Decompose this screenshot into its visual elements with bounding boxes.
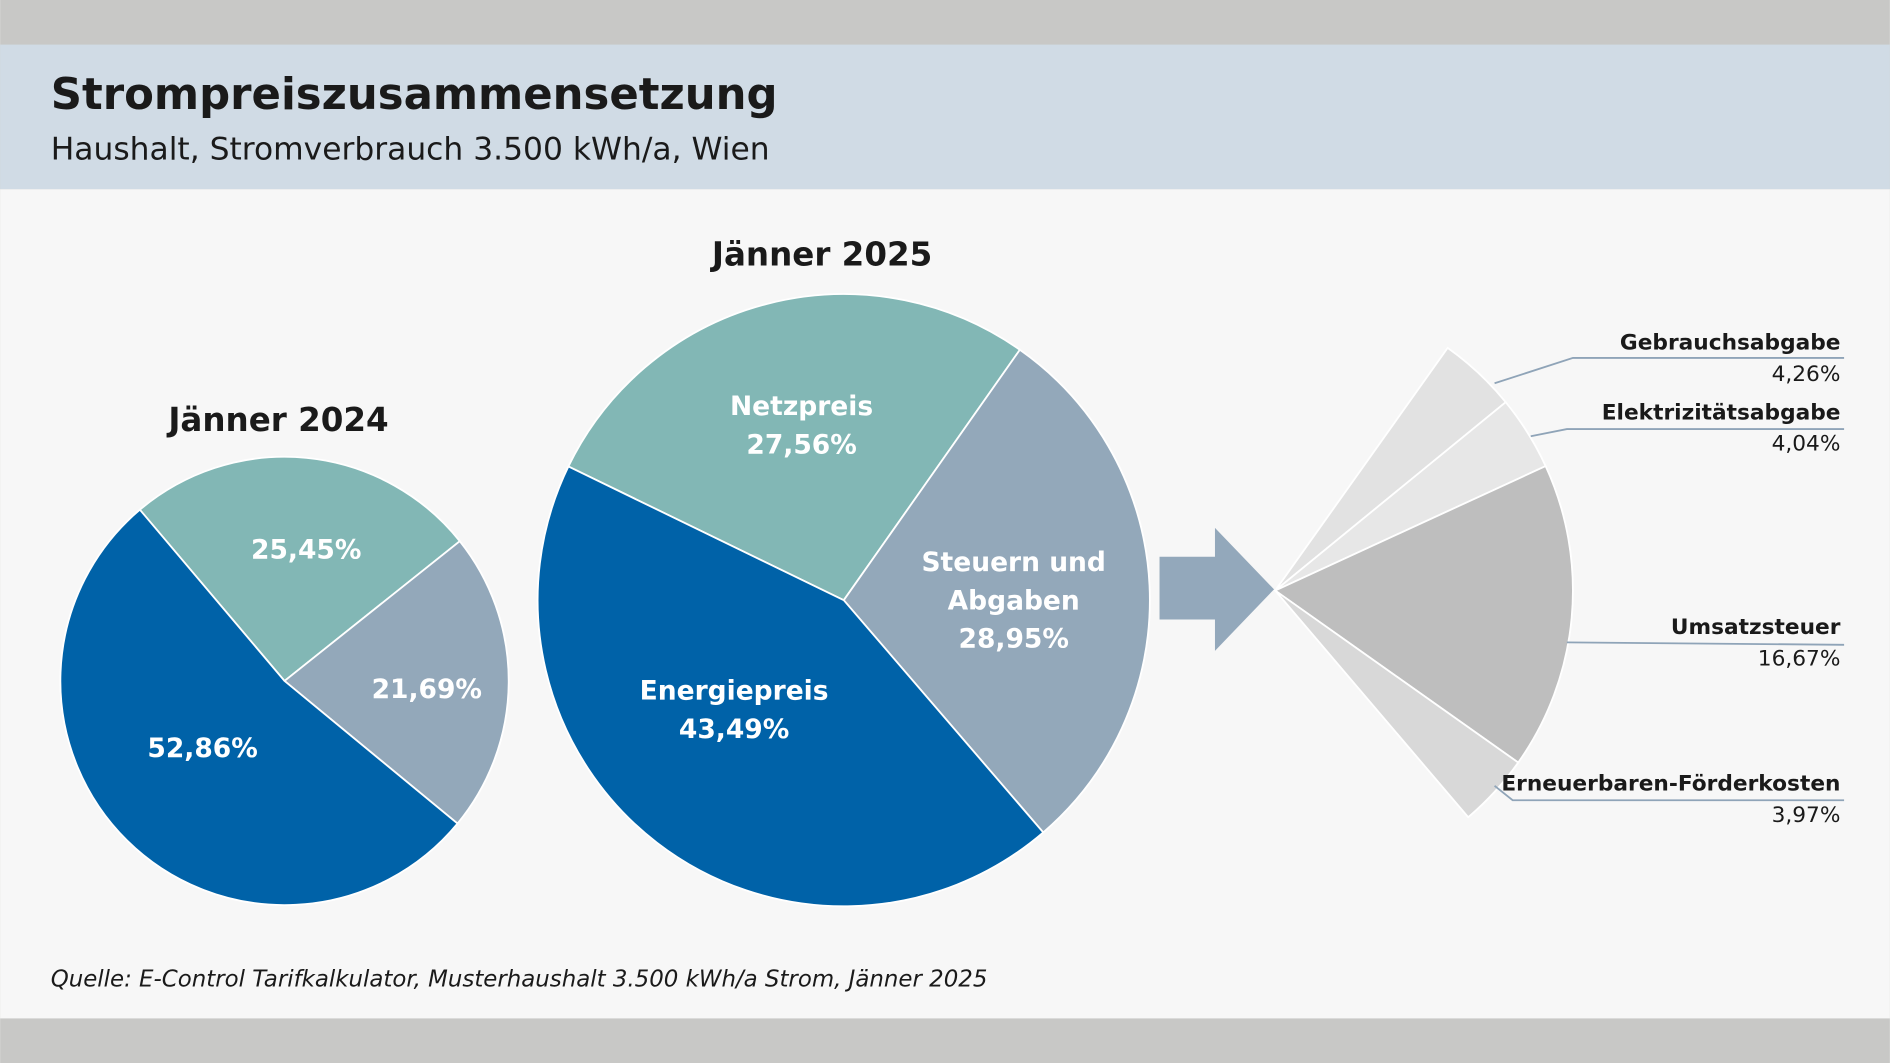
slice-label: Netzpreis bbox=[730, 391, 873, 422]
leader-line bbox=[1566, 641, 1845, 646]
arrow bbox=[1159, 527, 1275, 651]
slice bbox=[283, 539, 510, 825]
leader-line bbox=[1530, 428, 1845, 438]
header-band bbox=[0, 44, 1890, 190]
pie-title: Jänner 2025 bbox=[710, 236, 932, 274]
leader-line bbox=[1494, 785, 1845, 802]
value-label: 21,69% bbox=[372, 674, 482, 705]
value-label: 4,26% bbox=[1772, 362, 1841, 387]
category-label: Erneuerbaren-Förderkosten bbox=[1501, 772, 1840, 797]
slice bbox=[536, 465, 1045, 908]
slice-label: Energiepreis bbox=[640, 675, 829, 706]
value-label: 4,04% bbox=[1772, 432, 1841, 457]
slice bbox=[138, 455, 462, 683]
slice bbox=[59, 508, 459, 907]
value-label: 43,49% bbox=[679, 714, 789, 745]
title: Strompreiszusammensetzung bbox=[51, 70, 778, 120]
category-label: Elektrizitätsabgabe bbox=[1602, 400, 1841, 425]
slice bbox=[1273, 464, 1574, 764]
value-label: 52,86% bbox=[147, 733, 257, 764]
value-label: 16,67% bbox=[1758, 646, 1841, 671]
value-label: 28,95% bbox=[959, 623, 1069, 654]
value-label: 3,97% bbox=[1772, 803, 1841, 828]
subtitle: Haushalt, Stromverbrauch 3.500 kWh/a, Wi… bbox=[51, 132, 770, 168]
value-label: 27,56% bbox=[746, 429, 856, 460]
slice bbox=[567, 293, 1022, 602]
slice-label: Steuern und Abgaben bbox=[921, 546, 1105, 616]
category-label: Gebrauchsabgabe bbox=[1620, 330, 1841, 355]
value-label: 25,45% bbox=[251, 534, 361, 565]
pie-title: Jänner 2024 bbox=[166, 401, 388, 439]
category-label: Umsatzsteuer bbox=[1671, 615, 1841, 640]
leader-line bbox=[1494, 357, 1845, 385]
slice bbox=[842, 348, 1151, 834]
slice bbox=[1274, 589, 1520, 819]
source: Quelle: E-Control Tarifkalkulator, Muste… bbox=[51, 966, 988, 992]
